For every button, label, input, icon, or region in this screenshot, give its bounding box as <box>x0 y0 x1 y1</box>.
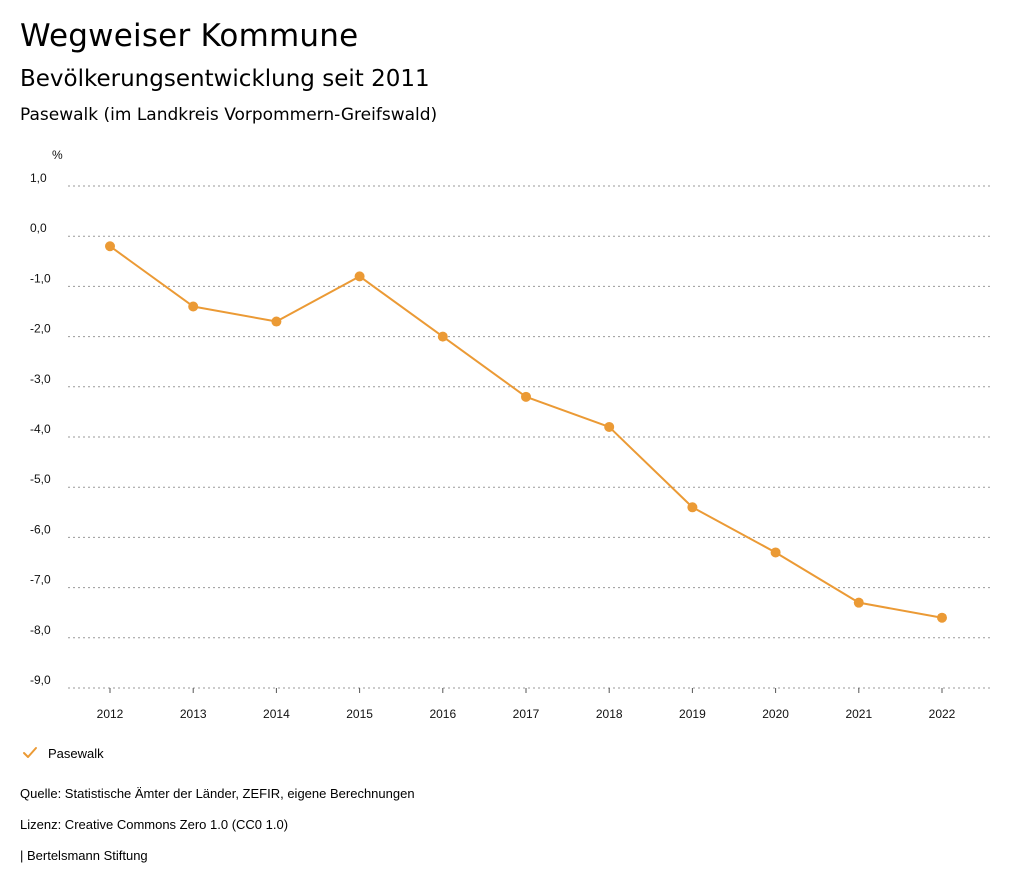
x-tick-label: 2022 <box>929 707 956 721</box>
source-note: Quelle: Statistische Ämter der Länder, Z… <box>20 786 415 801</box>
axes: % 1,0 0,0 -1,0 -2,0 -3,0 -4,0 -5,0 -6,0 -7,0 -8,0 -… <box>30 148 956 721</box>
grid-lines <box>68 185 990 689</box>
x-tick-label: 2017 <box>513 707 540 721</box>
legend-label[interactable]: Pasewalk <box>48 745 104 761</box>
x-tick-label: 2014 <box>263 707 290 721</box>
x-tick-label: 2021 <box>845 707 872 721</box>
y-tick-label: -7,0 <box>30 573 51 587</box>
line-chart: % 1,0 0,0 -1,0 -2,0 -3,0 -4,0 -5,0 -6,0 -7,0 -8,0 -… <box>30 148 990 721</box>
license-note: Lizenz: Creative Commons Zero 1.0 (CC0 1… <box>20 817 289 832</box>
series-layer <box>105 241 947 623</box>
y-tick-label: -1,0 <box>30 271 51 285</box>
region-label: Pasewalk (im Landkreis Vorpommern-Greifs… <box>20 105 438 125</box>
legend: Pasewalk <box>22 745 104 761</box>
publisher-note: | Bertelsmann Stiftung <box>20 848 148 863</box>
page-title: Wegweiser Kommune <box>20 18 359 54</box>
data-point[interactable] <box>271 316 282 327</box>
y-tick-label: -8,0 <box>30 623 51 637</box>
data-point[interactable] <box>604 421 615 432</box>
y-tick-label: -6,0 <box>30 522 51 536</box>
x-tick-label: 2015 <box>346 707 373 721</box>
data-point[interactable] <box>188 301 199 312</box>
data-point[interactable] <box>770 547 781 558</box>
x-tick-label: 2016 <box>429 707 456 721</box>
y-tick-label: -2,0 <box>30 322 51 336</box>
y-axis-unit: % <box>52 148 63 162</box>
x-tick-label: 2012 <box>97 707 124 721</box>
y-tick-label: -9,0 <box>30 673 51 687</box>
y-tick-label: 0,0 <box>30 221 47 235</box>
check-icon[interactable] <box>22 745 38 761</box>
x-tick-label: 2020 <box>762 707 789 721</box>
x-tick-label: 2013 <box>180 707 207 721</box>
y-tick-label: 1,0 <box>30 171 47 185</box>
data-point[interactable] <box>521 391 531 402</box>
data-point[interactable] <box>687 502 698 513</box>
data-point[interactable] <box>853 597 864 608</box>
chart-subtitle: Bevölkerungsentwicklung seit 2011 <box>20 66 430 92</box>
x-tick-label: 2019 <box>679 707 706 721</box>
series-line-pasewalk <box>109 245 943 619</box>
y-tick-label: -4,0 <box>30 422 51 436</box>
y-tick-label: -5,0 <box>30 472 51 486</box>
data-point[interactable] <box>105 241 115 252</box>
data-point[interactable] <box>437 331 448 342</box>
y-tick-label: -3,0 <box>30 372 51 386</box>
data-point[interactable] <box>354 271 365 282</box>
x-tick-label: 2018 <box>596 707 623 721</box>
data-point[interactable] <box>937 612 947 623</box>
